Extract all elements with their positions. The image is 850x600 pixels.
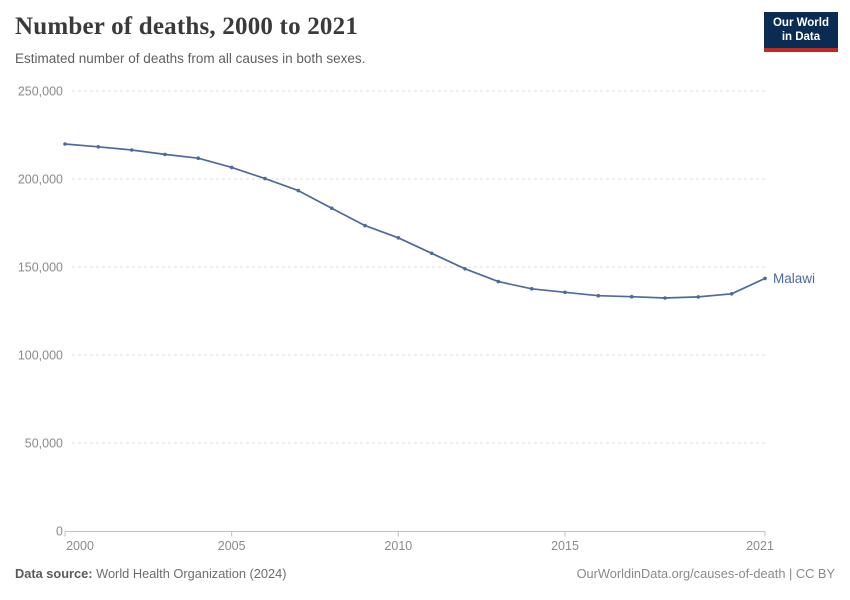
- data-point[interactable]: [596, 293, 601, 298]
- data-line[interactable]: [64, 143, 766, 299]
- data-point[interactable]: [396, 236, 401, 240]
- data-point[interactable]: [296, 188, 301, 193]
- owid-logo-line2: in Data: [781, 30, 821, 43]
- data-point[interactable]: [529, 287, 534, 291]
- data-point[interactable]: [96, 145, 101, 149]
- data-point[interactable]: [63, 142, 67, 146]
- data-source-value: World Health Organization (2024): [96, 566, 287, 581]
- chart-title: Number of deaths, 2000 to 2021: [15, 13, 359, 40]
- owid-logo-line1: Our World: [772, 17, 829, 29]
- y-axis-tick-label: 50,000: [25, 437, 63, 451]
- data-source-label: Data source:: [15, 566, 93, 581]
- y-axis-tick-label: 250,000: [18, 85, 63, 99]
- data-point[interactable]: [196, 156, 201, 160]
- y-axis-tick-label: 150,000: [18, 261, 63, 275]
- x-axis-tick-label: 2010: [384, 539, 412, 553]
- data-point[interactable]: [496, 279, 501, 284]
- y-axis-tick-label: 200,000: [18, 173, 63, 187]
- chart-subtitle: Estimated number of deaths from all caus…: [15, 51, 366, 66]
- x-axis-tick-label: 2005: [218, 539, 246, 553]
- footer-link[interactable]: OurWorldinData.org/causes-of-death | CC …: [576, 566, 835, 581]
- owid-logo[interactable]: Our World in Data: [763, 12, 838, 52]
- data-point[interactable]: [163, 152, 167, 157]
- x-axis-tick-label: 2015: [551, 539, 579, 553]
- data-point[interactable]: [263, 176, 267, 181]
- data-point[interactable]: [129, 148, 134, 152]
- data-source: Data source: World Health Organization (…: [15, 566, 287, 581]
- data-point[interactable]: [229, 165, 234, 170]
- series-end-label[interactable]: Malawi: [773, 271, 815, 286]
- y-axis-tick-label: 0: [56, 525, 63, 539]
- y-axis-tick-label: 100,000: [18, 349, 63, 363]
- x-axis-tick-label: 2021: [746, 539, 774, 553]
- chart-footer: Data source: World Health Organization (…: [15, 566, 835, 581]
- data-point[interactable]: [329, 206, 334, 210]
- data-point[interactable]: [729, 292, 734, 296]
- data-point[interactable]: [696, 295, 701, 299]
- data-point[interactable]: [763, 276, 767, 281]
- data-point[interactable]: [429, 251, 434, 256]
- data-point[interactable]: [563, 290, 567, 295]
- data-point[interactable]: [663, 296, 667, 300]
- data-point[interactable]: [463, 267, 467, 271]
- data-point[interactable]: [629, 294, 634, 299]
- data-point[interactable]: [363, 223, 367, 228]
- x-axis-tick-label: 2000: [66, 539, 94, 553]
